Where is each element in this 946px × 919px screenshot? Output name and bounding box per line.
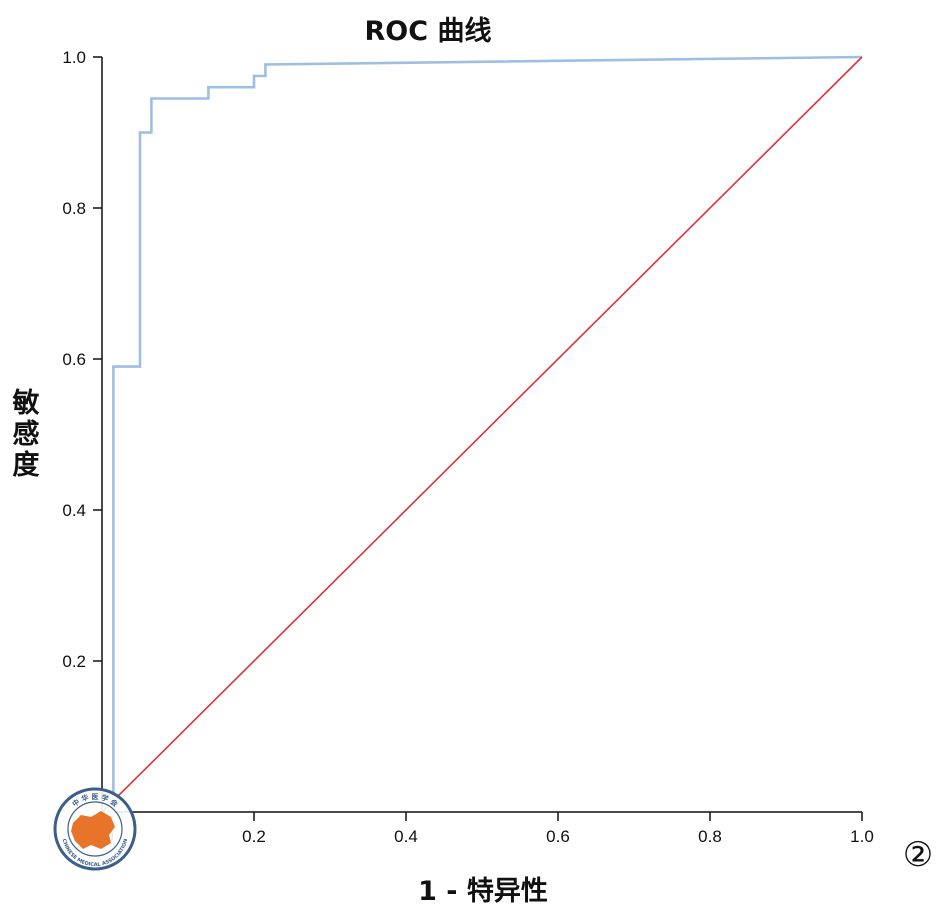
y-axis-label-char: 感: [13, 418, 40, 450]
chart-title: ROC 曲线: [365, 16, 492, 47]
x-ticks: 0.00.20.40.60.81.0: [90, 812, 874, 846]
x-tick-label: 0.6: [546, 827, 570, 846]
x-axis-label: 1 - 特异性: [418, 876, 548, 907]
y-tick-label: 0.4: [62, 501, 86, 520]
x-tick-label: 0.8: [698, 827, 722, 846]
y-axis-label-char: 敏: [12, 388, 40, 419]
seal-china-map-icon: [71, 811, 115, 849]
x-tick-label: 0.4: [394, 827, 418, 846]
axes: [101, 57, 862, 813]
roc-curve-line: [102, 55, 863, 814]
x-tick-label: 1.0: [850, 827, 874, 846]
y-axis-label-char: 度: [13, 449, 40, 481]
watermark-seal: 中 华 医 学 会 CHINESE MEDICAL ASSOCIATION: [53, 787, 137, 871]
reference-diagonal-line: [101, 56, 863, 813]
y-tick-label: 0.8: [62, 199, 86, 218]
x-tick-label: 0.2: [242, 827, 266, 846]
panel-label: ②: [903, 835, 933, 875]
y-ticks: 0.2 0.4 0.6 0.8 1.0: [62, 48, 102, 671]
y-tick-label: 0.6: [62, 350, 86, 369]
series-layer: [101, 55, 863, 814]
seal-inner-ring: [67, 801, 123, 857]
y-axis-label: 敏感度: [12, 388, 40, 481]
y-tick-label: 0.2: [62, 652, 86, 671]
y-tick-label: 1.0: [62, 48, 86, 67]
